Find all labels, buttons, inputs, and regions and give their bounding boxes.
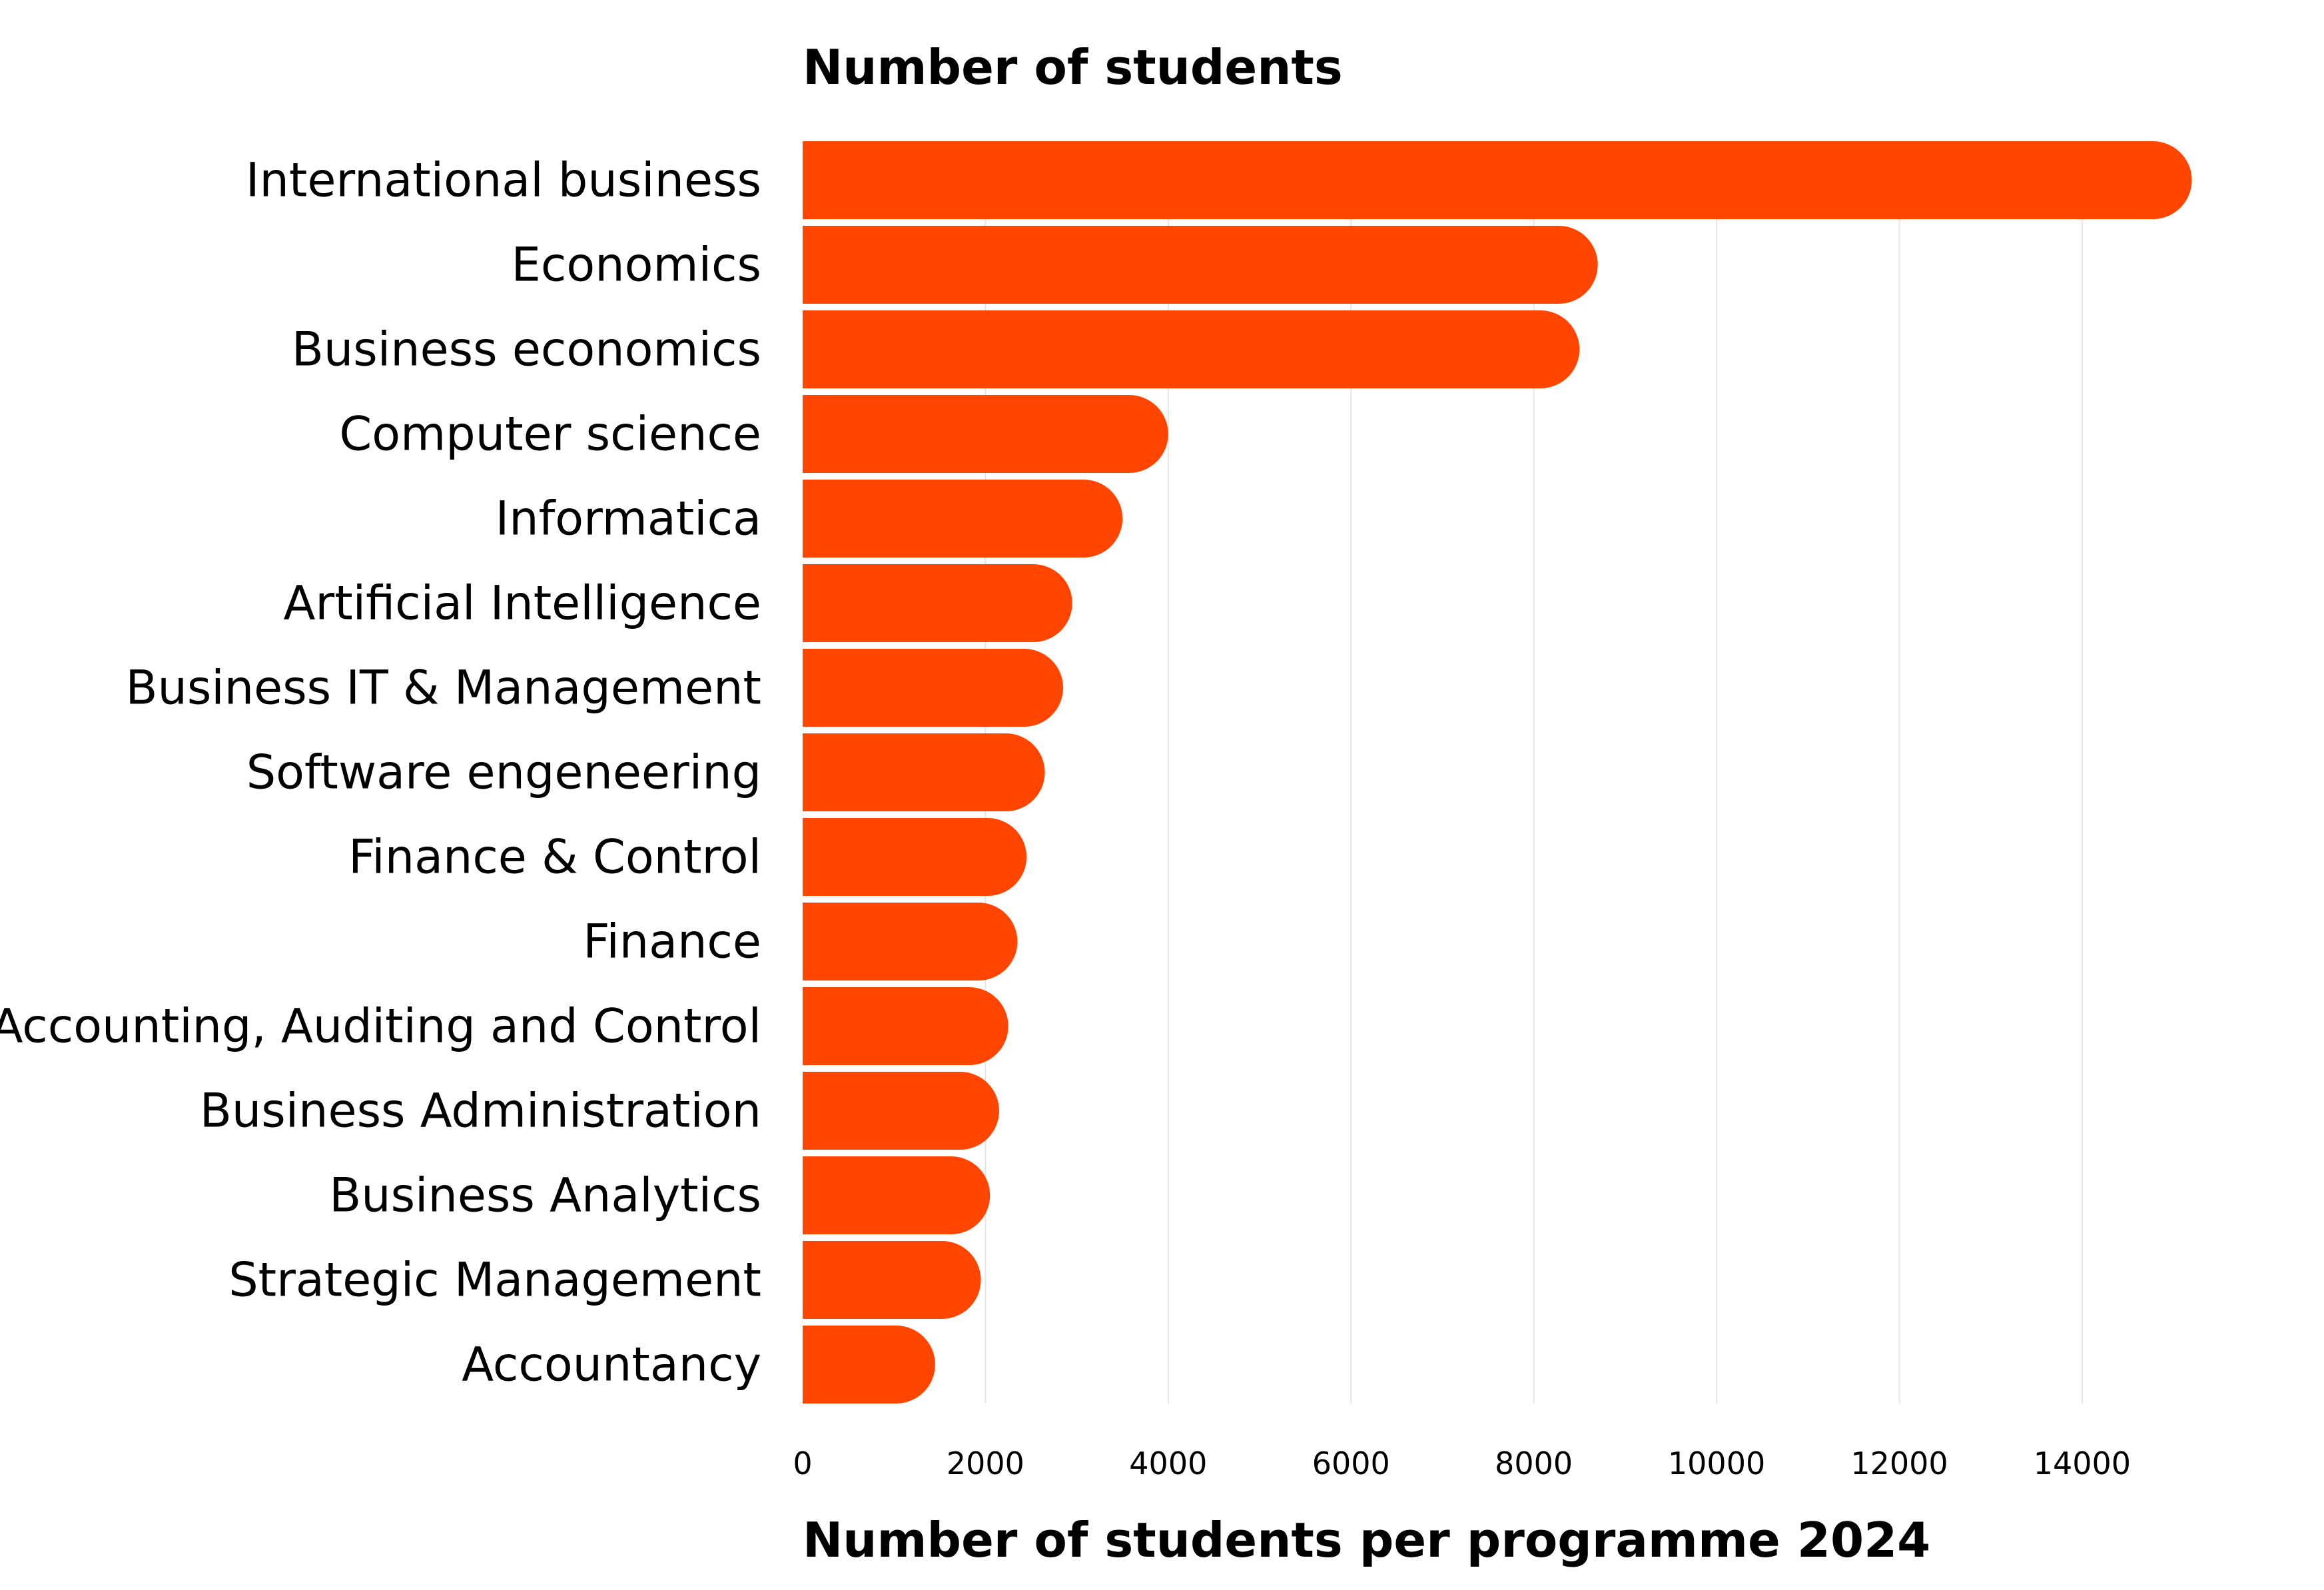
category-label: International business [246,153,761,208]
bar [803,395,1168,473]
x-axis-ticks: 0 2000 4000 6000 8000 10000 12000 14000 [793,1445,2131,1481]
bar [803,310,1580,388]
x-tick-label: 12000 [1850,1445,1948,1481]
bar [803,1156,990,1234]
x-tick-label: 2000 [947,1445,1024,1481]
x-tick-label: 10000 [1668,1445,1765,1481]
bar [803,480,1123,558]
category-label: Finance [583,915,761,969]
category-label: Informatica [496,492,761,546]
chart-title: Number of students [803,39,1343,95]
category-label: Accounting, Auditing and Control [0,999,761,1054]
category-label: Business IT & Management [125,661,761,715]
category-label: Accountancy [462,1338,761,1392]
bar [803,564,1072,642]
category-label: Business Analytics [329,1168,761,1223]
x-tick-label: 8000 [1495,1445,1573,1481]
category-label: Business Administration [200,1084,761,1138]
category-label: Economics [512,238,761,292]
category-label: Software engeneering [246,745,761,800]
bar [803,649,1064,727]
x-axis-title: Number of students per programme 2024 [803,1512,1930,1568]
x-tick-label: 0 [793,1445,812,1481]
bar [803,141,2192,219]
bar [803,1326,935,1403]
category-label: Strategic Management [228,1253,761,1308]
bar [803,903,1018,981]
category-label: Computer science [339,407,761,462]
x-tick-label: 4000 [1129,1445,1207,1481]
bar [803,1241,981,1319]
category-labels: International business Economics Business … [0,153,761,1392]
bar [803,226,1598,304]
category-label: Business economics [292,322,761,377]
bar [803,1072,999,1150]
bar [803,733,1045,811]
category-label: Finance & Control [348,830,761,885]
bar [803,818,1027,896]
x-tick-label: 14000 [2034,1445,2131,1481]
bars [803,141,2192,1403]
category-label: Artificial Intelligence [284,576,761,631]
bar [803,987,1008,1065]
x-tick-label: 6000 [1312,1445,1390,1481]
